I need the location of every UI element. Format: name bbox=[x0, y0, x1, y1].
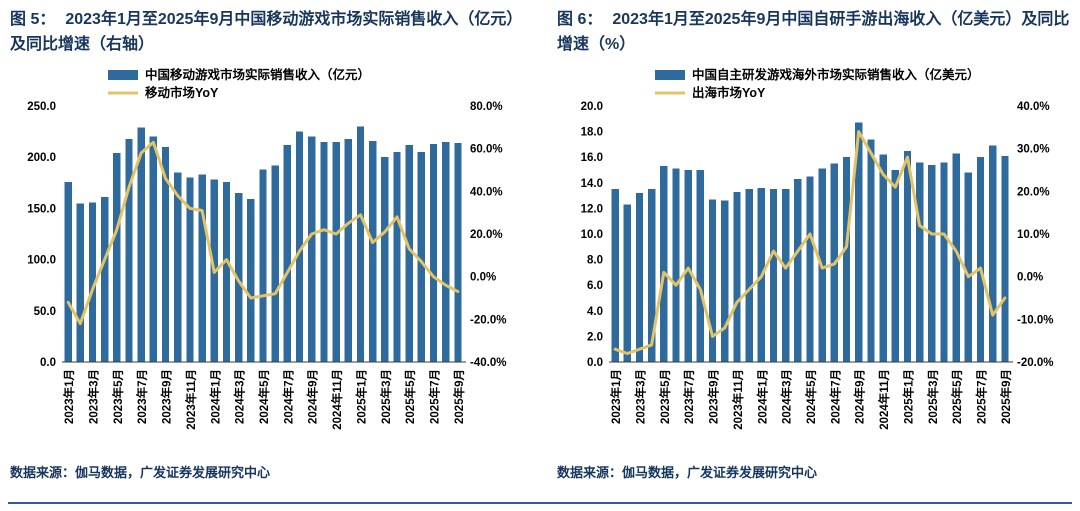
svg-text:-40.0%: -40.0% bbox=[470, 357, 506, 369]
legend-line-label: 移动市场YoY bbox=[145, 85, 219, 100]
svg-text:2024年1月: 2024年1月 bbox=[208, 369, 222, 424]
svg-text:2025年1月: 2025年1月 bbox=[901, 369, 915, 424]
svg-text:2023年5月: 2023年5月 bbox=[658, 369, 672, 424]
svg-text:2024年9月: 2024年9月 bbox=[306, 369, 320, 424]
legend: 中国移动游戏市场实际销售收入（亿元） 移动市场YoY bbox=[108, 67, 370, 100]
svg-text:2023年1月: 2023年1月 bbox=[62, 369, 76, 424]
bar-series bbox=[64, 126, 462, 362]
svg-text:2024年9月: 2024年9月 bbox=[853, 369, 867, 424]
svg-text:0.0: 0.0 bbox=[587, 357, 603, 369]
svg-text:40.0%: 40.0% bbox=[470, 186, 503, 198]
figure-6-title: 图 6： 2023年1月至2025年9月中国自研手游出海收入（亿美元）及同比增速（… bbox=[557, 8, 1070, 58]
legend-bar-swatch bbox=[108, 69, 138, 80]
legend-bar-label: 中国自主研发游戏海外市场实际销售收入（亿美元） bbox=[692, 67, 980, 82]
svg-text:2023年1月: 2023年1月 bbox=[609, 369, 623, 424]
svg-text:40.0%: 40.0% bbox=[1017, 101, 1050, 113]
yoy-line bbox=[613, 129, 1007, 355]
svg-text:0.0%: 0.0% bbox=[470, 271, 496, 283]
legend-line-label: 出海市场YoY bbox=[692, 85, 766, 100]
svg-text:60.0%: 60.0% bbox=[470, 143, 503, 155]
svg-text:250.0: 250.0 bbox=[27, 101, 56, 113]
svg-text:20.0%: 20.0% bbox=[470, 229, 503, 241]
figure-5: 图 5： 2023年1月至2025年9月中国移动游戏市场实际销售收入（亿元）及同比… bbox=[10, 6, 523, 511]
figure-5-title-text: 2023年1月至2025年9月中国移动游戏市场实际销售收入（亿元）及同比增速（右… bbox=[10, 11, 523, 53]
svg-text:-20.0%: -20.0% bbox=[470, 314, 506, 326]
figure-6-label: 图 6： bbox=[557, 11, 603, 28]
svg-text:12.0: 12.0 bbox=[581, 203, 603, 215]
combo-chart: 0.0 50.0 100.0 150.0 200.0 250.0 -40.0% -20.0% 0… bbox=[27, 67, 506, 430]
svg-text:2024年3月: 2024年3月 bbox=[780, 369, 794, 424]
svg-text:20.0: 20.0 bbox=[581, 101, 603, 113]
svg-text:2.0: 2.0 bbox=[587, 331, 603, 343]
figure-5-chart: 0.0 50.0 100.0 150.0 200.0 250.0 -40.0% -20.0% 0… bbox=[10, 62, 522, 454]
svg-text:18.0: 18.0 bbox=[581, 126, 603, 138]
svg-text:200.0: 200.0 bbox=[27, 152, 56, 164]
figure-6-chart: 0.0 2.0 4.0 6.0 8.0 10.0 12.0 14.0 16.0 18.0 20.0 -… bbox=[557, 62, 1069, 454]
svg-text:2023年11月: 2023年11月 bbox=[184, 369, 198, 430]
svg-text:2024年7月: 2024年7月 bbox=[828, 369, 842, 424]
svg-text:100.0: 100.0 bbox=[27, 254, 56, 266]
x-axis-labels: 2023年1月 2023年3月 2023年5月 2023年7月 2023年9月 2023年… bbox=[609, 369, 1013, 430]
svg-text:2024年11月: 2024年11月 bbox=[330, 369, 344, 430]
svg-text:16.0: 16.0 bbox=[581, 152, 603, 164]
svg-text:2024年3月: 2024年3月 bbox=[233, 369, 247, 424]
left-axis: 0.0 50.0 100.0 150.0 200.0 250.0 bbox=[27, 101, 56, 369]
bottom-rule bbox=[8, 502, 1072, 504]
svg-text:80.0%: 80.0% bbox=[470, 101, 503, 113]
svg-text:30.0%: 30.0% bbox=[1017, 143, 1050, 155]
svg-text:2025年1月: 2025年1月 bbox=[354, 369, 368, 424]
svg-text:2023年5月: 2023年5月 bbox=[111, 369, 125, 424]
svg-text:10.0: 10.0 bbox=[581, 229, 603, 241]
left-axis: 0.0 2.0 4.0 6.0 8.0 10.0 12.0 14.0 16.0 18.0 20.0 bbox=[581, 101, 603, 369]
figure-6-title-text: 2023年1月至2025年9月中国自研手游出海收入（亿美元）及同比增速（%） bbox=[557, 11, 1070, 53]
svg-text:-20.0%: -20.0% bbox=[1017, 357, 1053, 369]
svg-text:8.0: 8.0 bbox=[587, 254, 603, 266]
svg-text:2025年7月: 2025年7月 bbox=[428, 369, 442, 424]
svg-text:0.0: 0.0 bbox=[40, 357, 56, 369]
svg-text:150.0: 150.0 bbox=[27, 203, 56, 215]
svg-text:0.0%: 0.0% bbox=[1017, 271, 1043, 283]
svg-text:2024年11月: 2024年11月 bbox=[877, 369, 891, 430]
svg-text:14.0: 14.0 bbox=[581, 177, 603, 189]
svg-text:2023年11月: 2023年11月 bbox=[731, 369, 745, 430]
svg-text:2025年7月: 2025年7月 bbox=[975, 369, 989, 424]
figure-5-title: 图 5： 2023年1月至2025年9月中国移动游戏市场实际销售收入（亿元）及同比… bbox=[10, 8, 523, 58]
svg-text:2024年1月: 2024年1月 bbox=[755, 369, 769, 424]
svg-text:2024年5月: 2024年5月 bbox=[257, 369, 271, 424]
svg-text:2025年3月: 2025年3月 bbox=[926, 369, 940, 424]
svg-text:4.0: 4.0 bbox=[587, 305, 603, 317]
svg-text:2024年7月: 2024年7月 bbox=[281, 369, 295, 424]
svg-text:2025年9月: 2025年9月 bbox=[999, 369, 1013, 424]
figure-6: 图 6： 2023年1月至2025年9月中国自研手游出海收入（亿美元）及同比增速（… bbox=[557, 6, 1070, 511]
legend-bar-swatch bbox=[655, 69, 685, 80]
svg-text:2023年3月: 2023年3月 bbox=[633, 369, 647, 424]
svg-text:2023年9月: 2023年9月 bbox=[707, 369, 721, 424]
svg-text:20.0%: 20.0% bbox=[1017, 186, 1050, 198]
svg-text:6.0: 6.0 bbox=[587, 280, 603, 292]
right-axis: -40.0% -20.0% 0.0% 20.0% 40.0% 60.0% 80.0% bbox=[470, 101, 506, 369]
combo-chart: 0.0 2.0 4.0 6.0 8.0 10.0 12.0 14.0 16.0 18.0 20.0 -… bbox=[581, 67, 1054, 430]
svg-text:2023年7月: 2023年7月 bbox=[135, 369, 149, 424]
figure-5-source: 数据来源：伽马数据，广发证券发展研究中心 bbox=[10, 464, 271, 480]
svg-text:-10.0%: -10.0% bbox=[1017, 314, 1053, 326]
x-axis-labels: 2023年1月 2023年3月 2023年5月 2023年7月 2023年9月 2023年… bbox=[62, 369, 466, 430]
right-axis: -20.0% -10.0% 0.0% 10.0% 20.0% 30.0% 40.0% bbox=[1017, 101, 1053, 369]
legend-bar-label: 中国移动游戏市场实际销售收入（亿元） bbox=[145, 67, 370, 82]
svg-text:2023年9月: 2023年9月 bbox=[160, 369, 174, 424]
figure-5-label: 图 5： bbox=[10, 11, 56, 28]
svg-text:2025年3月: 2025年3月 bbox=[379, 369, 393, 424]
svg-text:2024年5月: 2024年5月 bbox=[804, 369, 818, 424]
svg-text:2025年9月: 2025年9月 bbox=[452, 369, 466, 424]
svg-text:2025年5月: 2025年5月 bbox=[950, 369, 964, 424]
svg-text:2023年7月: 2023年7月 bbox=[682, 369, 696, 424]
svg-text:50.0: 50.0 bbox=[34, 305, 56, 317]
figure-6-source: 数据来源：伽马数据，广发证券发展研究中心 bbox=[557, 464, 818, 480]
legend: 中国自主研发游戏海外市场实际销售收入（亿美元） 出海市场YoY bbox=[655, 67, 980, 100]
svg-text:2023年3月: 2023年3月 bbox=[86, 369, 100, 424]
svg-text:10.0%: 10.0% bbox=[1017, 229, 1050, 241]
svg-text:2025年5月: 2025年5月 bbox=[403, 369, 417, 424]
yoy-line bbox=[66, 140, 460, 325]
